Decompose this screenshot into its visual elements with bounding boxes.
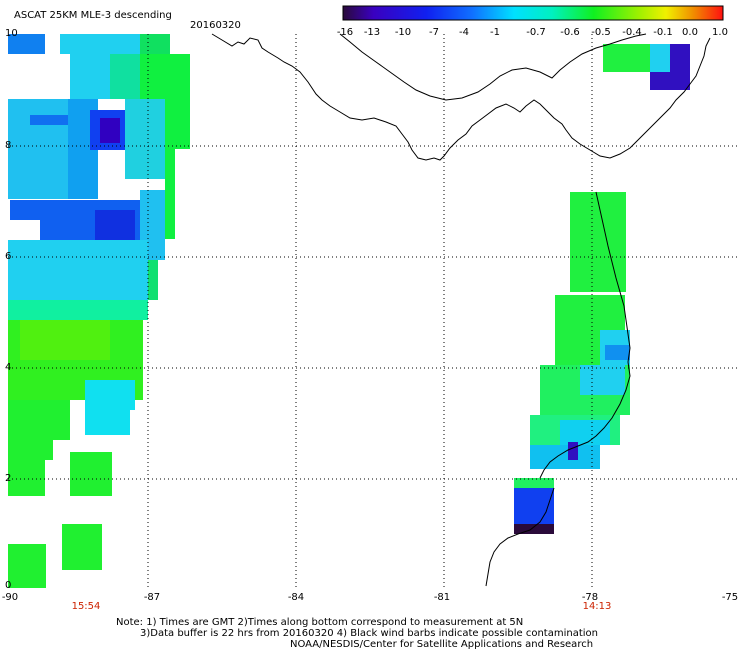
swath-west [8,34,190,588]
lon-label: -78 [581,592,599,603]
colorbar-tick: 0.0 [682,27,698,38]
colorbar-tick: -16 [336,27,354,38]
map-title: ASCAT 25KM MLE-3 descending [14,10,172,21]
lat-label: 2 [5,473,12,484]
lat-label: 6 [5,251,12,262]
swath-east [514,192,630,534]
colorbar-tick: -4 [459,27,469,38]
lon-label: -75 [721,592,739,603]
colorbar-tick: 1.0 [712,27,728,38]
colorbar-tick: -0.1 [653,27,673,38]
colorbar-tick: -0.7 [526,27,546,38]
colorbar-tick: -10 [394,27,412,38]
note-line-2: 3)Data buffer is 22 hrs from 20160320 4)… [140,628,598,639]
coastline [211,33,711,587]
lon-label: -84 [287,592,305,603]
colorbar-tick: -1 [490,27,500,38]
map-date: 20160320 [190,20,241,31]
lat-label: 8 [5,140,12,151]
colorbar-tick: -0.4 [622,27,642,38]
lon-label: -81 [433,592,451,603]
lat-label: 0 [5,580,12,591]
colorbar-tick: -0.5 [591,27,611,38]
lon-label: -87 [143,592,161,603]
lat-label: 4 [5,362,12,373]
graticule [8,34,740,590]
pass-time-east: 14:13 [582,601,612,612]
pass-time-west: 15:54 [71,601,101,612]
note-line-1: Note: 1) Times are GMT 2)Times along bot… [116,617,524,628]
colorbar-tick: -7 [429,27,439,38]
lat-label: 10 [5,28,18,39]
lon-label: -90 [1,592,19,603]
swath-northeast [603,44,690,90]
note-line-3: NOAA/NESDIS/Center for Satellite Applica… [290,639,594,650]
colorbar-tick: -0.6 [560,27,580,38]
colorbar [342,5,724,21]
colorbar-tick: -13 [363,27,381,38]
